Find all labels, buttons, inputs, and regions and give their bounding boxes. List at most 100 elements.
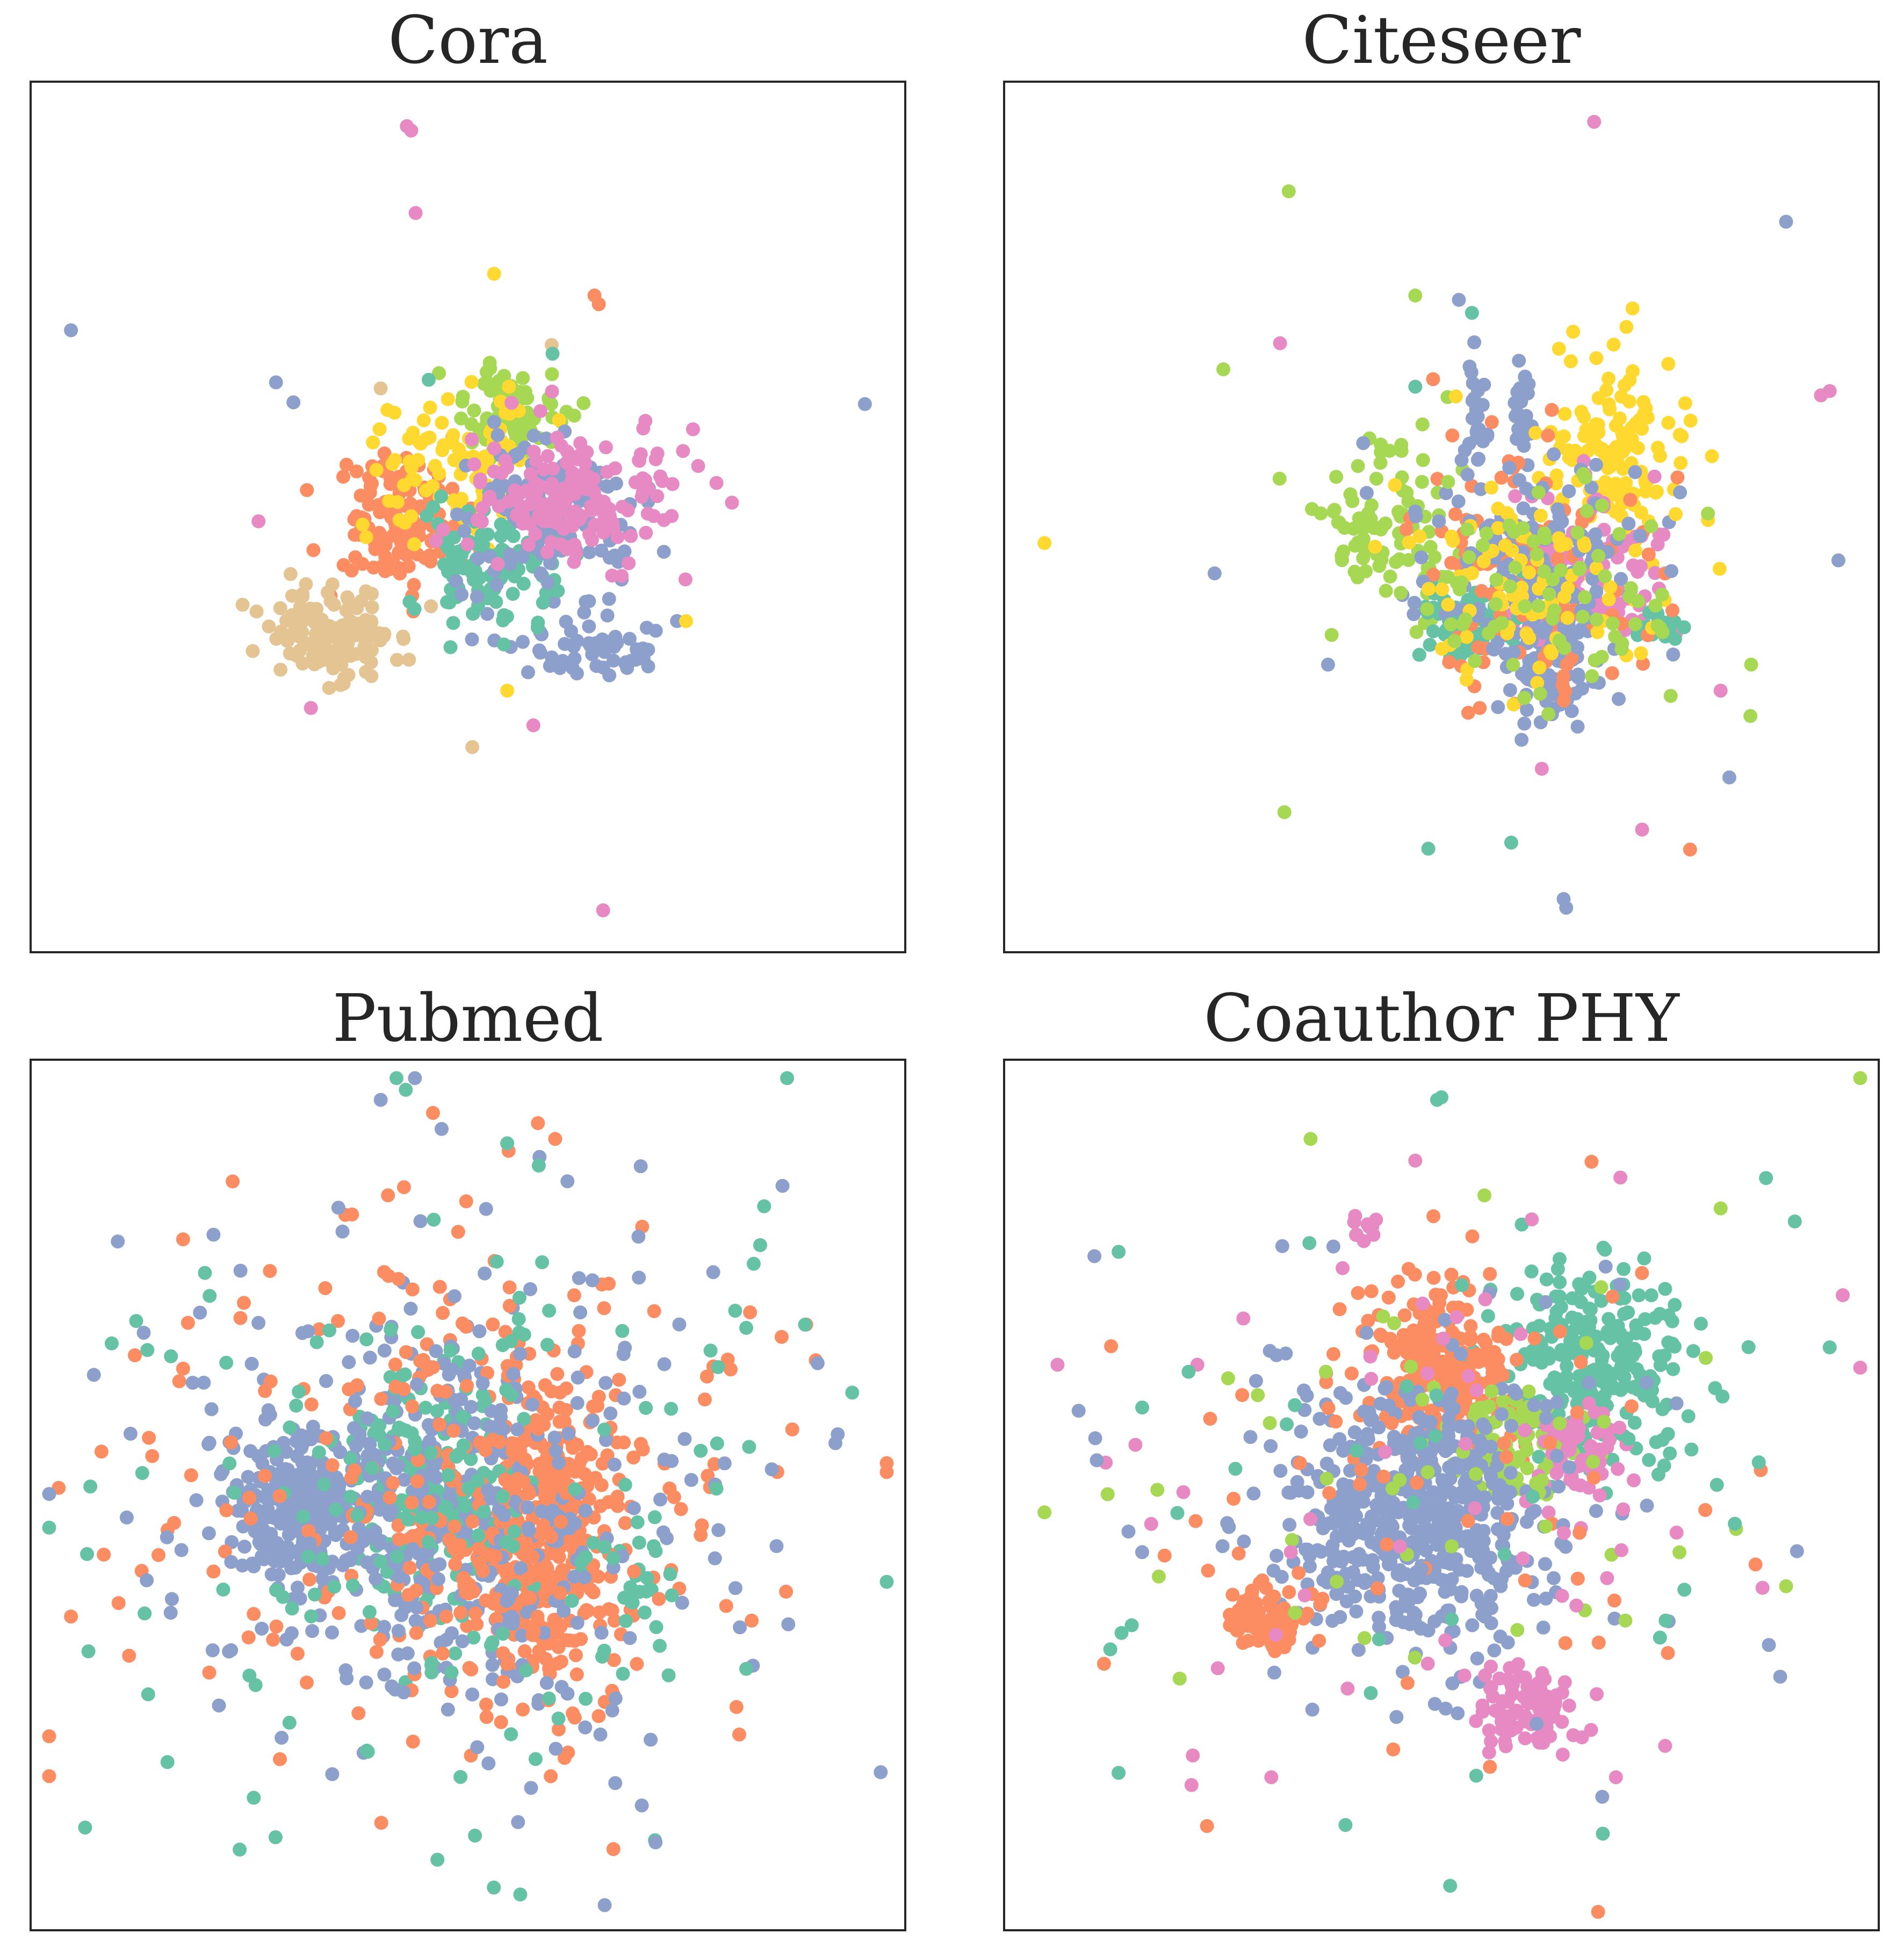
scatter-point <box>506 1441 520 1456</box>
scatter-point <box>1312 1634 1326 1648</box>
scatter-point <box>396 632 411 646</box>
scatter-point <box>1570 640 1584 655</box>
scatter-point <box>257 1523 271 1538</box>
scatter-point <box>472 1556 487 1570</box>
scatter-point <box>380 1564 394 1579</box>
scatter-point <box>489 1254 504 1269</box>
scatter-point <box>1321 657 1335 672</box>
scatter-point <box>719 1599 733 1613</box>
plot-area <box>30 81 906 953</box>
scatter-point <box>507 1525 522 1539</box>
scatter-point <box>261 1502 275 1516</box>
scatter-point <box>292 1384 306 1399</box>
scatter-point <box>1547 603 1562 617</box>
scatter-point <box>498 1472 513 1487</box>
scatter-point <box>473 475 487 490</box>
scatter-point <box>386 1404 400 1419</box>
scatter-point <box>517 1592 532 1606</box>
scatter-point <box>342 1355 356 1369</box>
scatter-point <box>371 498 386 512</box>
scatter-point <box>1475 1531 1489 1545</box>
scatter-point <box>258 1384 272 1398</box>
scatter-point <box>422 1495 436 1509</box>
scatter-point <box>251 514 266 529</box>
scatter-point <box>424 1656 439 1670</box>
scatter-point <box>1457 1669 1472 1683</box>
scatter-point <box>42 1769 56 1784</box>
scatter-point <box>1496 1394 1510 1408</box>
scatter-point <box>83 1479 98 1494</box>
scatter-point <box>436 1306 450 1320</box>
scatter-point <box>647 1304 661 1318</box>
scatter-point <box>1603 580 1618 594</box>
scatter-point <box>1460 522 1474 537</box>
scatter-point <box>1415 475 1429 489</box>
scatter-point <box>330 655 344 668</box>
scatter-point <box>405 1426 419 1441</box>
scatter-point <box>1491 521 1505 535</box>
scatter-point <box>486 1672 500 1686</box>
scatter-point <box>1489 572 1504 587</box>
scatter-point <box>557 1751 572 1765</box>
scatter-point <box>1577 590 1592 605</box>
scatter-point <box>1665 603 1679 617</box>
scatter-point <box>547 1431 562 1445</box>
scatter-point <box>444 435 458 450</box>
scatter-point <box>551 584 565 598</box>
scatter-point <box>706 1265 720 1280</box>
scatter-point <box>1460 630 1474 644</box>
scatter-point <box>563 516 578 531</box>
scatter-point <box>1483 1550 1497 1565</box>
scatter-point <box>496 1674 510 1689</box>
scatter-point <box>267 1444 282 1458</box>
scatter-point <box>1369 471 1383 486</box>
scatter-point <box>1686 1344 1700 1358</box>
scatter-point <box>416 413 431 428</box>
scatter-point <box>1556 429 1571 443</box>
scatter-point <box>1519 1443 1534 1457</box>
scatter-point <box>1412 1327 1427 1341</box>
scatter-point <box>403 1302 418 1316</box>
scatter-point <box>1393 1563 1407 1577</box>
plot-area <box>30 1059 906 1931</box>
scatter-point <box>1668 1298 1682 1312</box>
scatter-point <box>443 1343 458 1357</box>
scatter-point <box>440 595 455 609</box>
scatter-point <box>1538 531 1553 545</box>
scatter-point <box>1541 428 1555 443</box>
scatter-point <box>408 1614 423 1628</box>
scatter-point <box>1517 691 1532 705</box>
scatter-point <box>119 1510 134 1525</box>
scatter-point <box>263 1264 277 1278</box>
scatter-point <box>152 1548 165 1562</box>
scatter-point <box>331 1314 345 1328</box>
scatter-point <box>1383 1506 1398 1520</box>
scatter-point <box>1559 901 1574 915</box>
scatter-point <box>1642 1453 1656 1467</box>
scatter-point <box>495 1489 510 1504</box>
scatter-point <box>306 543 321 557</box>
scatter-point <box>608 1691 623 1706</box>
scatter-point <box>1426 372 1440 386</box>
scatter-point <box>388 1379 403 1394</box>
scatter-point <box>554 501 568 516</box>
scatter-point <box>329 1503 343 1517</box>
scatter-point <box>1362 1405 1376 1420</box>
scatter-point <box>514 1561 528 1576</box>
scatter-point <box>597 1643 611 1658</box>
scatter-point <box>578 1720 593 1735</box>
scatter-point <box>1656 528 1671 542</box>
scatter-point <box>1547 520 1562 534</box>
scatter-point <box>1542 587 1556 601</box>
scatter-point <box>439 1609 453 1624</box>
scatter-point <box>164 1592 179 1606</box>
scatter-point <box>1467 391 1481 406</box>
scatter-point <box>550 1626 565 1640</box>
scatter-point <box>122 1649 136 1663</box>
scatter-point <box>728 1304 742 1318</box>
scatter-point <box>1567 1345 1581 1359</box>
scatter-point <box>1613 411 1627 426</box>
scatter-point <box>1592 1442 1606 1457</box>
scatter-point <box>709 1482 724 1496</box>
scatter-point <box>1577 539 1592 553</box>
